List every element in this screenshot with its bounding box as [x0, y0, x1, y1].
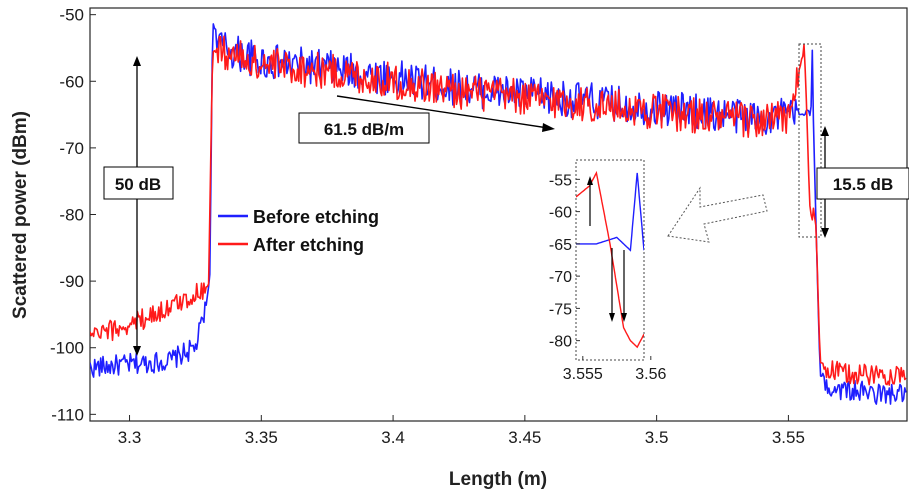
inset-plot-area: [575, 159, 645, 361]
x-tick-label: 3.45: [508, 428, 541, 447]
x-tick-label: 3.5: [645, 428, 669, 447]
label-slope: 61.5 dB/m: [324, 120, 404, 139]
x-tick-label: 3.35: [245, 428, 278, 447]
annotation-15db: 15.5 dB: [798, 43, 909, 238]
slope-arrow-line: [336, 95, 549, 129]
x-axis-title: Length (m): [449, 469, 547, 490]
legend-label-before: Before etching: [253, 207, 379, 227]
y-tick-label: -80: [59, 206, 84, 225]
arrow-50db-head-down: [133, 346, 141, 356]
arrow-15db-head-up: [821, 126, 829, 136]
y-tick-label: -100: [50, 339, 84, 358]
inset-y-tick-label: -70: [549, 269, 572, 286]
inset-y-tick-label: -65: [549, 237, 572, 254]
x-tick-label: 3.4: [381, 428, 405, 447]
label-box-50db: [103, 166, 174, 200]
x-tick-label: 3.55: [772, 428, 805, 447]
y-axis-title: Scattered power (dBm): [10, 111, 31, 319]
inset-y-tick-label: -80: [549, 334, 572, 351]
inset-y-tick-label: -60: [549, 205, 572, 222]
legend-label-after: After etching: [253, 235, 364, 255]
label-50db: 50 dB: [115, 175, 161, 194]
inset-arrow-3-head: [621, 313, 627, 322]
inset-arrows: [587, 176, 627, 322]
slope-arrow-head: [542, 123, 555, 132]
inset-y-tick-label: -55: [549, 172, 572, 189]
annotation-slope: 61.5 dB/m: [298, 95, 555, 144]
inset-pointer-arrow: [667, 186, 768, 243]
label-box-15db: [816, 167, 909, 200]
label-15db: 15.5 dB: [833, 175, 893, 194]
label-box-slope: [298, 112, 430, 144]
inset-y-tick-label: -75: [549, 301, 572, 318]
inset-series-line-before-etching: [576, 172, 644, 252]
annotation-50db: 50 dB: [103, 56, 174, 356]
y-tick-label: -110: [51, 405, 84, 424]
y-tick-label: -70: [59, 139, 84, 158]
legend: Before etching After etching: [213, 199, 414, 263]
inset-arrow-1-head: [587, 176, 593, 185]
y-tick-label: -60: [59, 72, 84, 91]
x-tick-label: 3.3: [118, 428, 142, 447]
y-tick-label: -50: [59, 6, 84, 25]
legend-box: [213, 199, 414, 263]
arrow-50db-head-up: [133, 56, 141, 66]
inset-arrow-2-head: [609, 313, 615, 322]
series-line-after-etching: [90, 35, 907, 386]
inset-chart: -55 -60 -65 -70 -75 -80 3.555 3.56: [549, 159, 666, 383]
zoom-region-box: [798, 43, 822, 238]
y-tick-label: -90: [59, 272, 84, 291]
arrow-15db-head-down: [821, 228, 829, 238]
inset-x-tick-label: 3.56: [635, 366, 666, 383]
inset-series-line-after-etching: [576, 170, 644, 349]
inset-x-tick-label: 3.555: [563, 366, 603, 383]
